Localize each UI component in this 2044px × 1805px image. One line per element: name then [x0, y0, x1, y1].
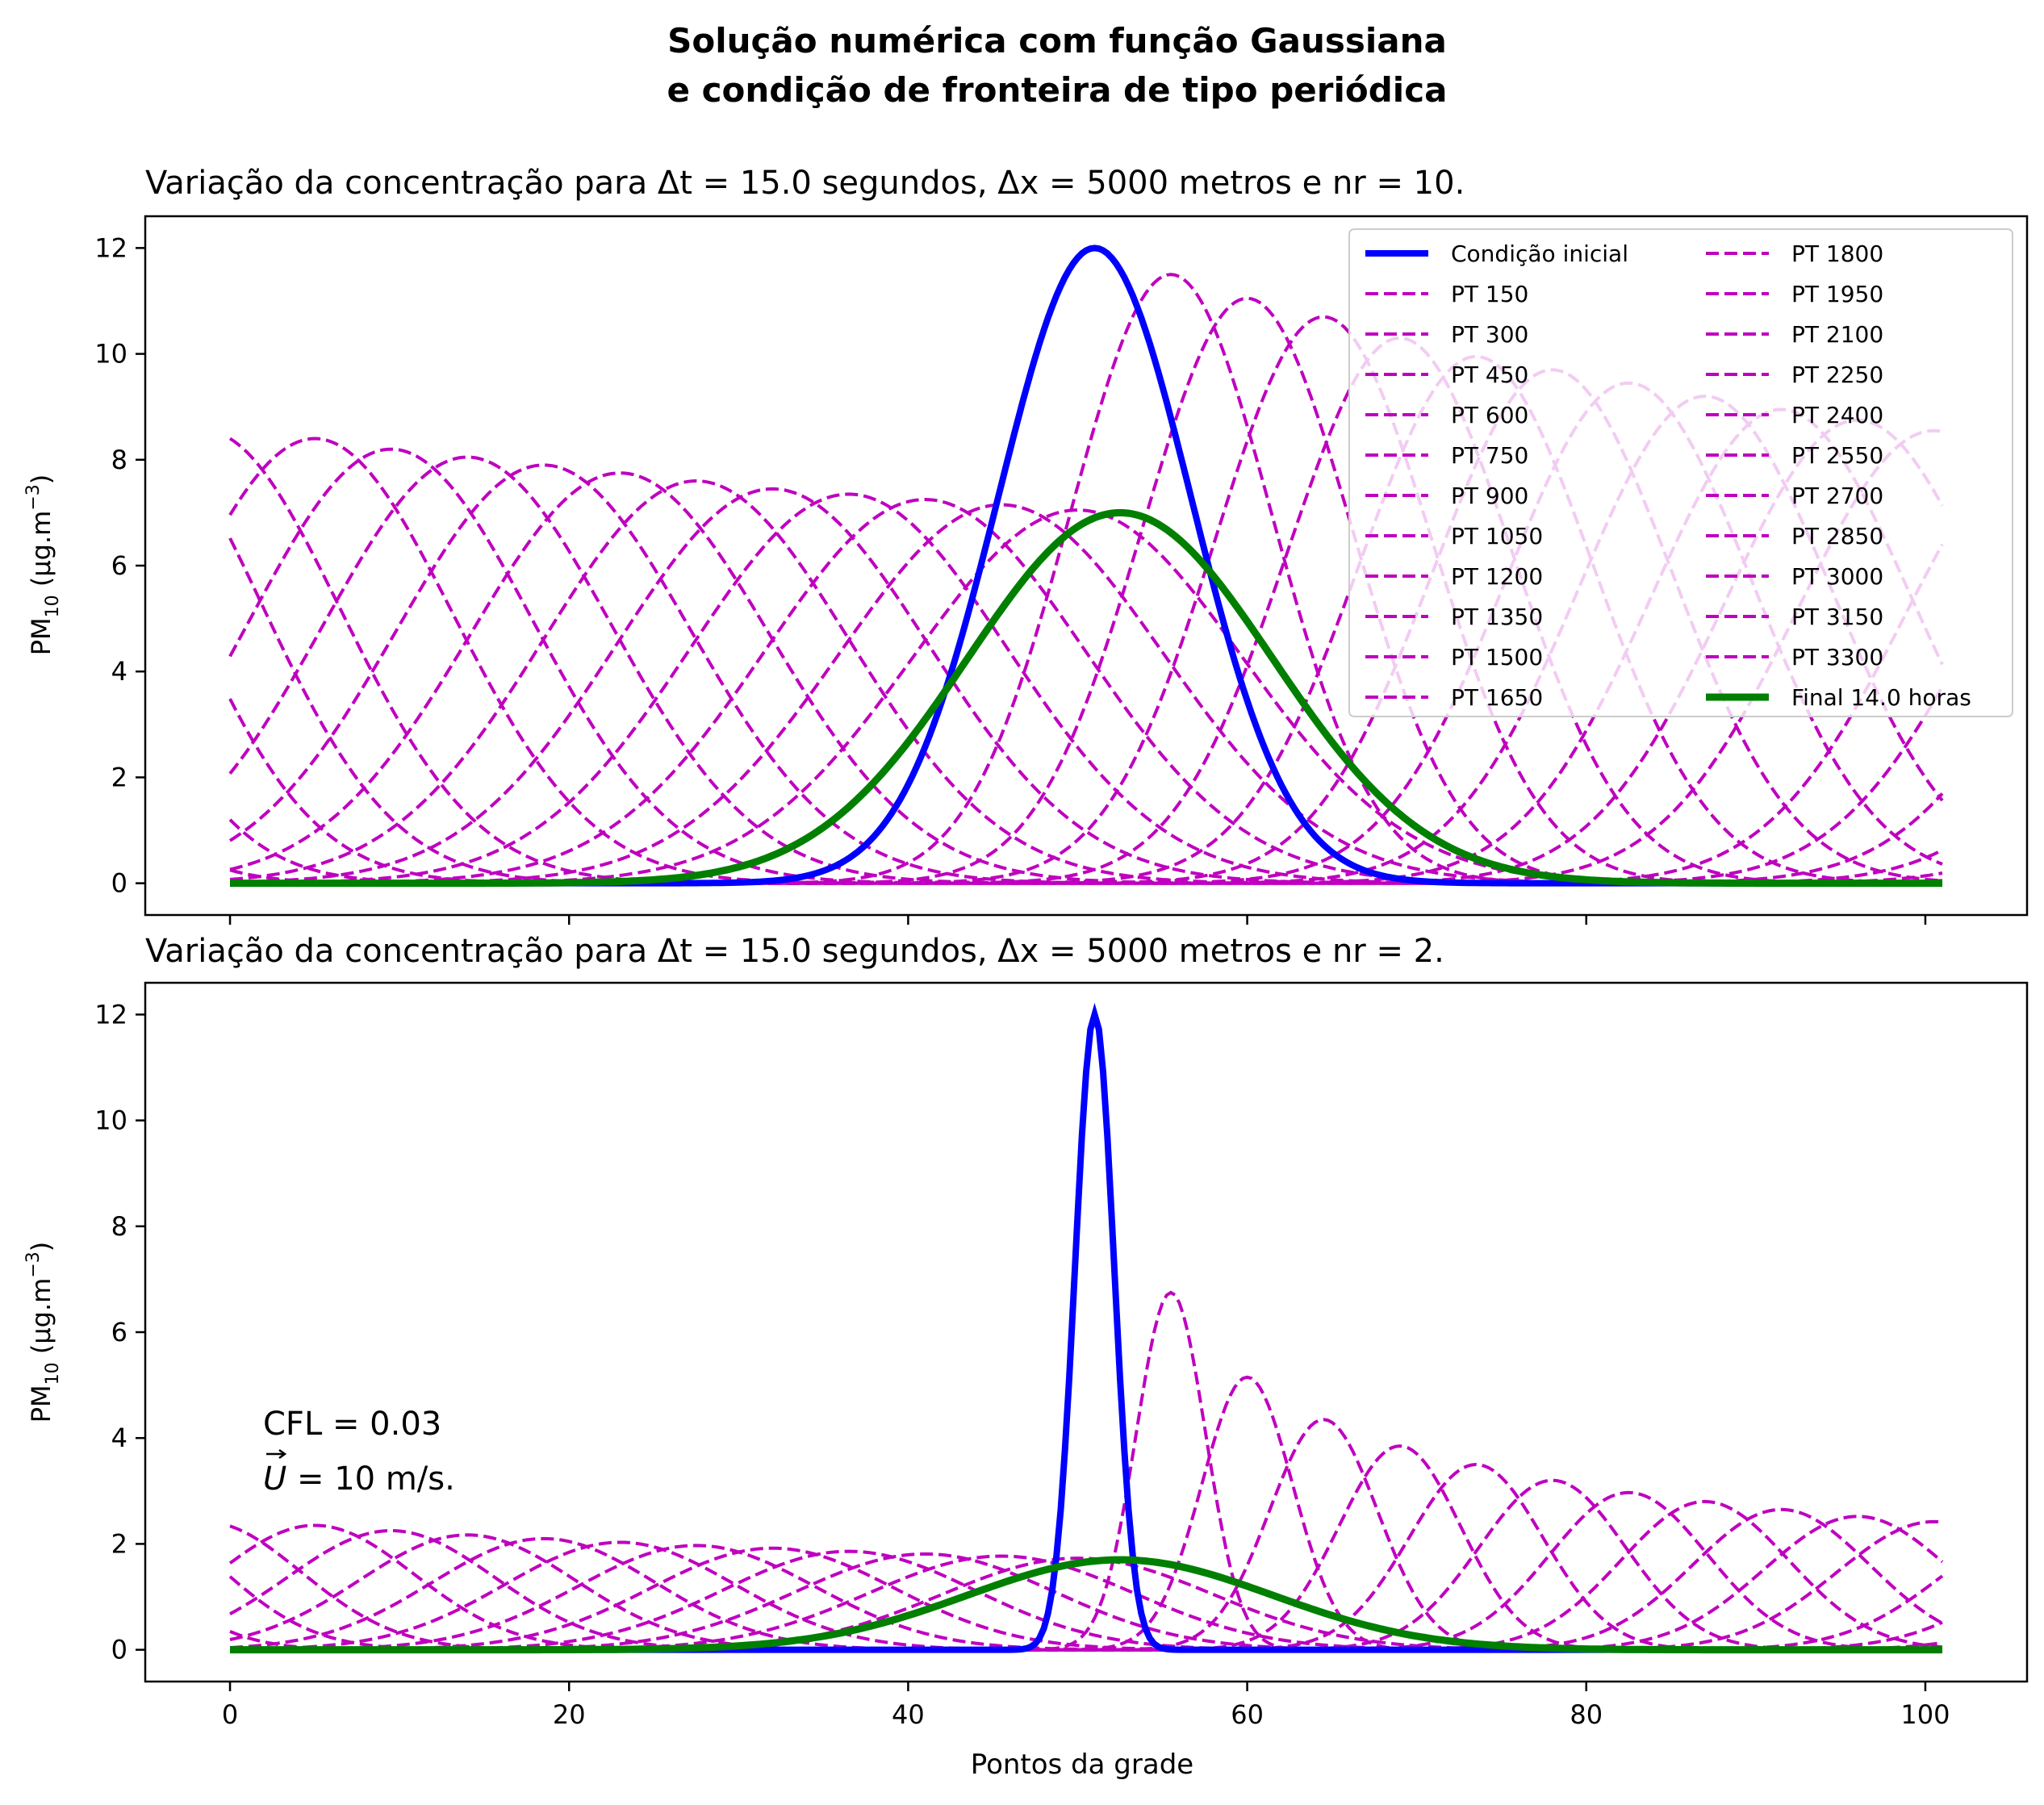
x-tick-label: 60: [1231, 1699, 1264, 1730]
legend-label: PT 2850: [1791, 523, 1883, 549]
y-tick-label: 6: [111, 1317, 127, 1347]
velocity-annotation: U = 10 m/s.: [263, 1460, 455, 1498]
legend-label: PT 3000: [1791, 563, 1883, 590]
y-tick-label: 10: [94, 1105, 127, 1136]
legend-label: PT 3300: [1791, 644, 1883, 671]
bottom-panel: Variação da concentração para Δt = 15.0 …: [23, 933, 2029, 1781]
y-tick-label: 10: [94, 339, 127, 370]
legend-label: PT 1800: [1791, 240, 1883, 267]
legend-label: PT 750: [1451, 442, 1528, 469]
legend-label: PT 3150: [1791, 604, 1883, 630]
panel1-final-line: [230, 508, 1942, 888]
y-tick-label: 12: [94, 232, 127, 263]
cfl-annotation: CFL = 0.03: [263, 1406, 441, 1443]
legend-label: PT 1200: [1451, 563, 1543, 590]
x-tick-label: 100: [1900, 1699, 1950, 1730]
bottom-panel-title: Variação da concentração para Δt = 15.0 …: [145, 933, 1444, 970]
legend-label: PT 900: [1451, 483, 1528, 509]
legend-label: PT 600: [1451, 402, 1528, 428]
panel2-pt-series-line: [230, 1546, 1942, 1652]
legend-label: PT 2100: [1791, 321, 1883, 348]
panel1-pt-series-line: [228, 437, 1944, 885]
y-tick-label: 2: [111, 762, 127, 792]
bottom-ticks: 0 20 40 60 80 100 0 2 4 6 8 10 12: [94, 999, 1950, 1730]
x-tick-label: 0: [222, 1699, 238, 1730]
y-tick-label: 4: [111, 656, 127, 687]
y-tick-label: 0: [111, 1635, 127, 1665]
x-tick-label: 20: [553, 1699, 586, 1730]
y-tick-label: 0: [111, 868, 127, 899]
bottom-x-axis-label: Pontos da grade: [971, 1749, 1193, 1781]
legend-label: PT 1050: [1451, 523, 1543, 549]
legend-label: PT 2400: [1791, 402, 1883, 428]
panel1-pt-series-line: [229, 471, 1943, 885]
legend-label: Condição inicial: [1451, 240, 1628, 267]
legend-label: PT 450: [1451, 361, 1528, 388]
legend-label: Final 14.0 horas: [1791, 684, 1971, 711]
legend-label: PT 2550: [1791, 442, 1883, 469]
bottom-plot-area: [228, 1002, 1944, 1654]
y-tick-label: 6: [111, 550, 127, 581]
panel1-pt-series-line: [229, 478, 1943, 885]
top-panel: Variação da concentração para Δt = 15.0 …: [23, 165, 2029, 925]
legend-label: PT 2700: [1791, 483, 1883, 509]
y-tick-label: 8: [111, 445, 127, 475]
legend-label: PT 2250: [1791, 361, 1883, 388]
velocity-vector-arrow-icon: [266, 1448, 287, 1460]
y-tick-label: 12: [94, 999, 127, 1030]
legend-label: PT 150: [1451, 281, 1528, 307]
figure-title-line1: Solução numérica com função Gaussiana: [667, 21, 1447, 61]
legend-label: PT 1950: [1791, 281, 1883, 307]
y-tick-label: 4: [111, 1423, 127, 1453]
x-tick-label: 40: [892, 1699, 925, 1730]
top-legend: Condição inicial PT 150 PT 300 PT 450 PT 600…: [1348, 228, 2013, 717]
y-tick-label: 2: [111, 1528, 127, 1559]
bottom-y-axis-label: PM10 (μg.m−3): [23, 1242, 63, 1423]
legend-box: [1348, 228, 2013, 717]
panel1-pt-series-line: [228, 418, 1944, 885]
figure-title-line2: e condição de fronteira de tipo periódic…: [667, 70, 1448, 110]
legend-label: PT 300: [1451, 321, 1528, 348]
legend-label: PT 1650: [1451, 684, 1543, 711]
x-tick-label: 80: [1570, 1699, 1603, 1730]
top-ticks: 0 2 4 6 8 10 12: [94, 232, 1927, 925]
y-tick-label: 8: [111, 1211, 127, 1242]
panel2-final-line: [230, 1556, 1942, 1654]
legend-label: PT 1350: [1451, 604, 1543, 630]
panel2-pt-series-line: [230, 1544, 1942, 1652]
top-y-axis-label: PM10 (μg.m−3): [23, 474, 63, 656]
legend-label: PT 1500: [1451, 644, 1543, 671]
top-panel-title: Variação da concentração para Δt = 15.0 …: [145, 165, 1465, 202]
